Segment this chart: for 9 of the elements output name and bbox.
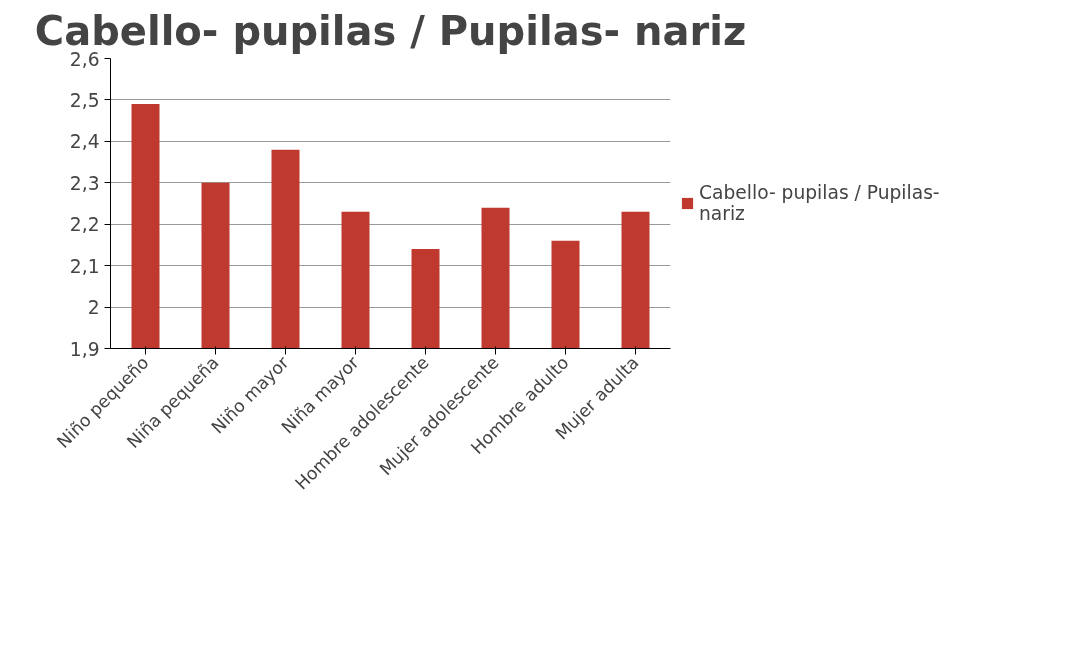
y-tick-label: 2,2	[69, 214, 100, 236]
y-tick-label: 2,5	[69, 89, 100, 111]
legend-label: Cabello- pupilas / Pupilas- nariz	[699, 182, 940, 224]
y-tick-label: 2	[87, 297, 100, 319]
y-tick-label: 2,1	[69, 255, 100, 277]
y-tick-label: 1,9	[69, 338, 100, 360]
y-tick-label: 2,3	[69, 172, 100, 194]
y-tick-label: 2,6	[69, 48, 100, 70]
y-tick-label: 2,4	[69, 131, 100, 153]
